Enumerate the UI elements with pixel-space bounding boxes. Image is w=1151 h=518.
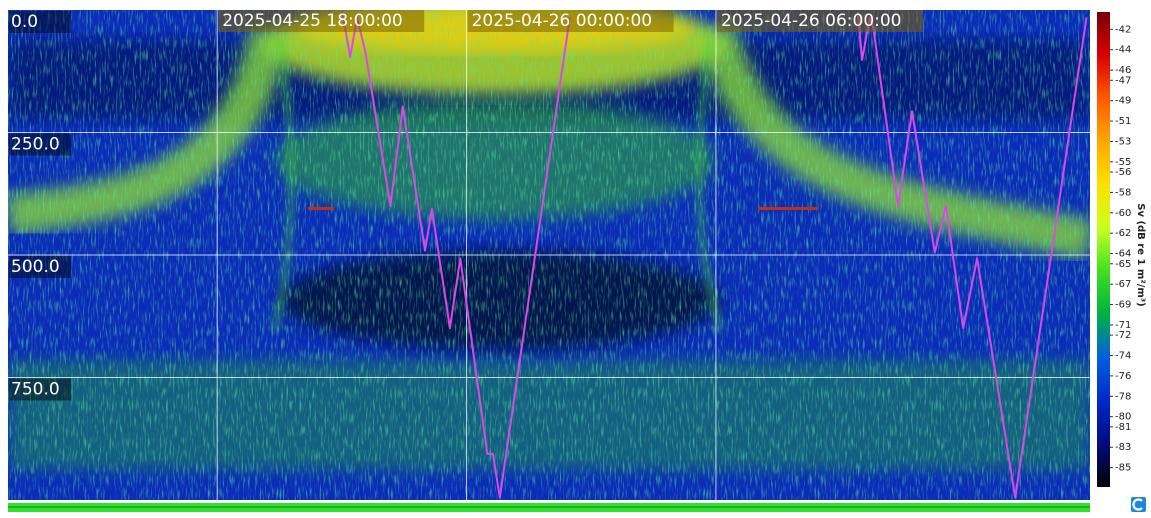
colorbar-tick-label: -74 xyxy=(1115,351,1131,362)
colorbar-tick-label: -44 xyxy=(1115,45,1131,56)
colorbar-tick-label: -51 xyxy=(1115,116,1131,127)
colorbar-tick-label: -81 xyxy=(1115,422,1131,433)
colorbar-tick-label: -65 xyxy=(1115,259,1131,270)
colorbar-title: Sv (dB re 1 m²/m³) xyxy=(1135,203,1146,307)
colorbar-tick-label: -67 xyxy=(1115,279,1131,290)
x-tick-label: 2025-04-26 00:00:00 xyxy=(472,11,653,31)
colorbar xyxy=(1097,12,1110,487)
colorbar-tick-label: -78 xyxy=(1115,391,1131,402)
colorbar-tick-label: -56 xyxy=(1115,167,1131,178)
colorbar-ticks: -42-44-46-47-49-51-53-55-56-58-60-62-64-… xyxy=(1110,24,1131,473)
echogram-view: 0.0 250.0 500.0 750.0 2025-04-25 18:00:00 202… xyxy=(0,0,1151,514)
refresh-icon[interactable] xyxy=(1131,497,1146,512)
colorbar-tick-label: -76 xyxy=(1115,371,1131,382)
colorbar-tick-label: -58 xyxy=(1115,187,1131,198)
colorbar-tick-label: -69 xyxy=(1115,300,1131,311)
y-tick-label: 0.0 xyxy=(11,12,38,32)
colorbar-tick-label: -72 xyxy=(1115,330,1131,341)
colorbar-tick-label: -42 xyxy=(1115,24,1131,35)
colorbar-tick-label: -47 xyxy=(1115,75,1131,86)
y-tick-label: 250.0 xyxy=(11,135,60,155)
x-tick-label: 2025-04-26 06:00:00 xyxy=(721,11,902,31)
colorbar-tick-label: -49 xyxy=(1115,96,1131,107)
echogram-image xyxy=(8,0,1090,500)
colorbar-tick-label: -60 xyxy=(1115,208,1131,219)
colorbar-tick-label: -85 xyxy=(1115,463,1131,474)
colorbar-tick-label: -62 xyxy=(1115,228,1131,239)
colorbar-tick-label: -83 xyxy=(1115,442,1131,453)
colorbar-tick-label: -53 xyxy=(1115,136,1131,147)
x-tick-label: 2025-04-25 18:00:00 xyxy=(222,11,403,31)
y-tick-label: 750.0 xyxy=(11,380,60,400)
y-tick-label: 500.0 xyxy=(11,257,60,277)
